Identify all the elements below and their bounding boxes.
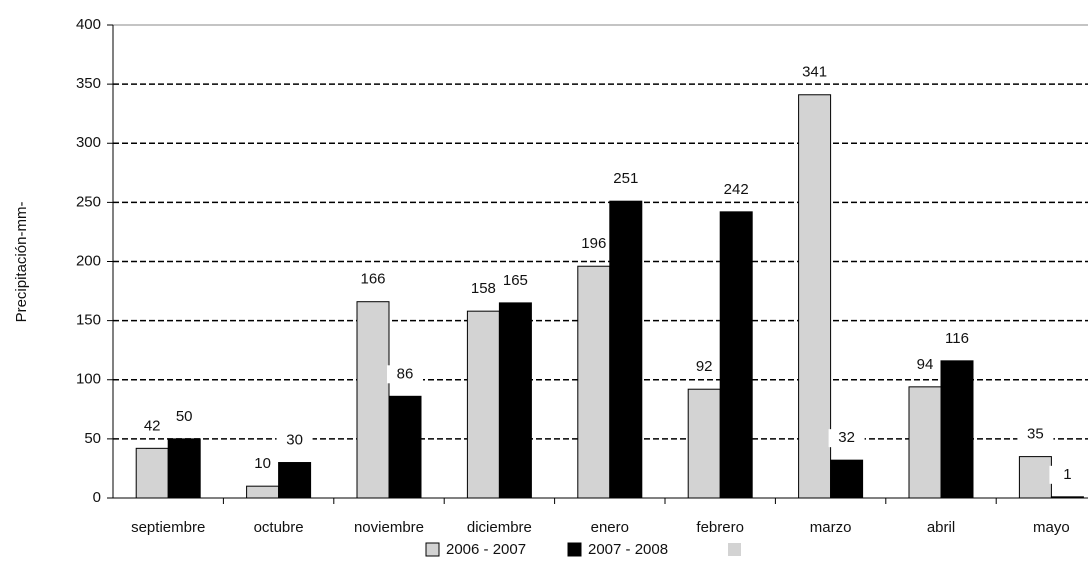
value-label-bg — [907, 355, 943, 374]
x-tick-label: marzo — [810, 519, 852, 536]
y-tick-label: 200 — [76, 252, 101, 269]
value-label-bg — [828, 429, 865, 448]
legend-label: 2007 - 2008 — [588, 541, 668, 558]
value-label: 30 — [286, 431, 303, 448]
legend-swatch — [567, 542, 582, 557]
value-label: 50 — [176, 408, 193, 425]
bar — [687, 388, 721, 499]
value-label: 86 — [397, 365, 414, 382]
bar — [830, 459, 864, 499]
legend-label: 2006 - 2007 — [446, 541, 526, 558]
y-tick-label: 350 — [76, 75, 101, 92]
x-tick-label: noviembre — [354, 519, 424, 536]
value-label: 242 — [724, 181, 749, 198]
value-label: 196 — [581, 235, 606, 252]
value-label: 42 — [144, 417, 161, 434]
bar — [278, 462, 312, 499]
y-tick-label: 400 — [76, 16, 101, 33]
value-label-bg — [575, 235, 612, 254]
y-tick-label: 100 — [76, 371, 101, 388]
value-label: 92 — [696, 358, 713, 375]
bar — [719, 211, 753, 499]
y-axis-label: Precipitación-mm- — [13, 202, 30, 323]
x-tick-label: enero — [591, 519, 629, 536]
x-tick-label: octubre — [254, 519, 304, 536]
value-label-bg — [387, 365, 423, 384]
value-label: 35 — [1027, 426, 1044, 443]
bar — [908, 386, 942, 499]
x-tick-label: febrero — [696, 519, 744, 536]
y-tick-label: 250 — [76, 193, 101, 210]
y-tick-label: 50 — [84, 430, 101, 447]
value-label: 32 — [838, 429, 855, 446]
y-tick-label: 150 — [76, 312, 101, 329]
bar — [135, 447, 169, 499]
value-label-bg — [1049, 465, 1086, 484]
bar — [356, 301, 390, 499]
x-tick-label: septiembre — [131, 519, 205, 536]
value-label: 10 — [254, 455, 271, 472]
value-label-bg — [465, 280, 502, 299]
value-label-bg — [244, 455, 281, 474]
value-label-bg — [497, 271, 534, 290]
bar — [1018, 456, 1052, 499]
bar — [246, 485, 280, 499]
x-tick-label: diciembre — [467, 519, 532, 536]
value-label: 1 — [1063, 466, 1071, 483]
value-label: 94 — [917, 356, 934, 373]
value-label-bg — [355, 270, 391, 289]
legend-swatch-empty — [728, 543, 741, 556]
legend-swatch — [425, 542, 440, 557]
value-label-bg — [607, 170, 644, 189]
value-label-bg — [796, 63, 833, 82]
bar — [1050, 496, 1084, 499]
value-label-bg — [134, 417, 171, 436]
x-tick-label: abril — [927, 519, 955, 536]
value-label: 116 — [945, 330, 969, 347]
y-tick-label: 300 — [76, 134, 101, 151]
value-label-bg — [686, 358, 723, 377]
value-label-bg — [718, 180, 755, 199]
value-label: 158 — [471, 280, 496, 297]
value-label-bg — [166, 407, 203, 426]
value-label-bg — [1017, 425, 1054, 444]
value-label-bg — [939, 329, 975, 348]
x-tick-label: mayo — [1033, 519, 1070, 536]
y-tick-label: 0 — [93, 489, 101, 506]
value-label-bg — [276, 431, 313, 450]
value-label: 251 — [613, 170, 638, 187]
value-label: 166 — [360, 271, 385, 288]
bar — [167, 438, 201, 499]
bar — [388, 395, 422, 499]
bar — [466, 310, 500, 499]
bar — [498, 302, 532, 499]
bar — [940, 360, 974, 499]
value-label: 341 — [802, 64, 827, 81]
value-label: 165 — [503, 272, 528, 289]
bar — [577, 265, 611, 499]
bar — [609, 200, 643, 499]
bar — [798, 94, 832, 499]
